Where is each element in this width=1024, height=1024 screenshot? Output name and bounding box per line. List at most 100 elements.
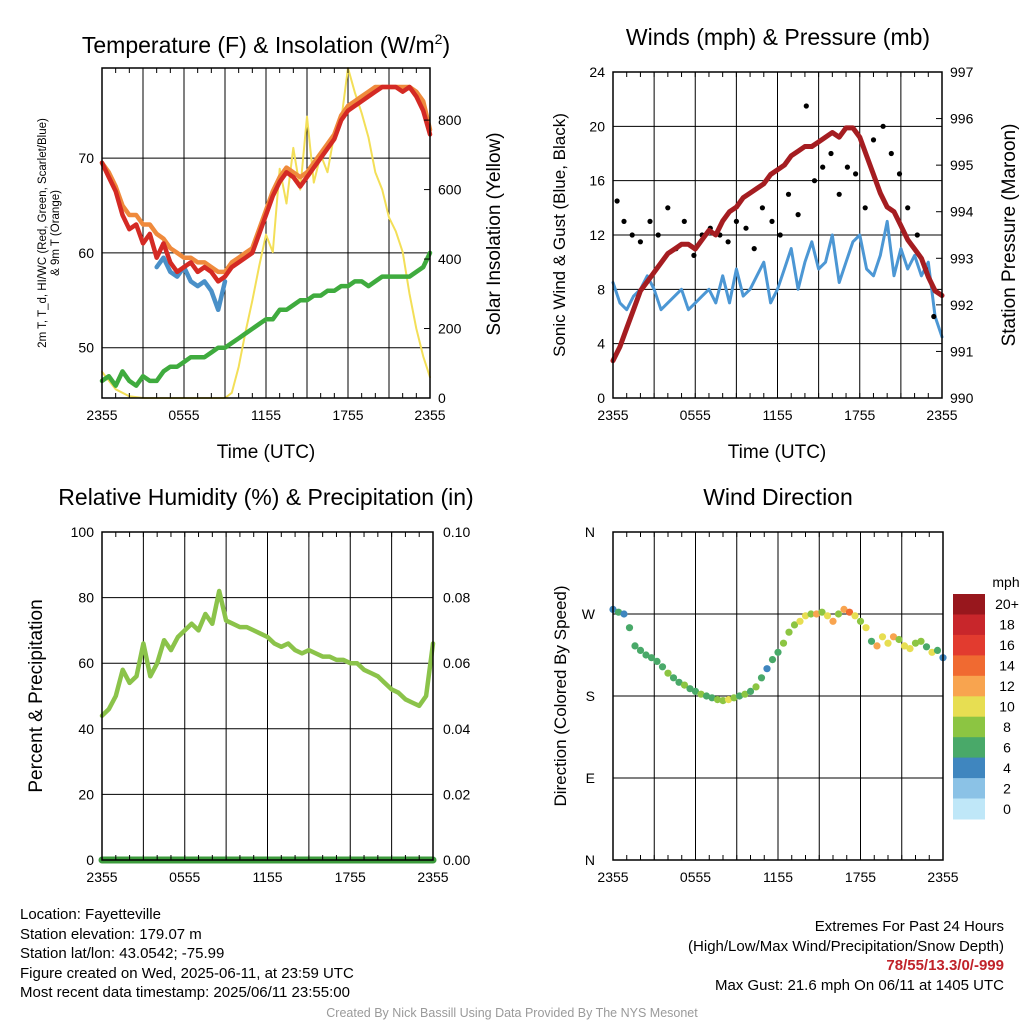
insolation-axis-label: Solar Insolation (Yellow) <box>484 132 505 335</box>
wind-direction-point <box>834 610 843 618</box>
y-right-tick-label: 992 <box>950 297 974 313</box>
wind-direction-point <box>873 642 881 650</box>
extremes-heading: Extremes For Past 24 Hours <box>814 918 1004 935</box>
y-left-tick-label: 4 <box>597 336 605 352</box>
x-tick-label: 1755 <box>844 407 875 423</box>
wind-direction-point <box>735 692 744 700</box>
wind-direction-point <box>642 651 650 659</box>
wind-direction-point <box>691 687 700 696</box>
gust-point <box>880 123 886 129</box>
wind-direction-point <box>680 681 689 689</box>
wind-direction-point <box>812 610 821 618</box>
legend-swatch <box>953 798 985 820</box>
wind-direction-point <box>675 678 683 686</box>
gust-point <box>888 150 894 157</box>
x-tick-label: 2355 <box>597 407 628 423</box>
winds-panel-ticks: 2355 0555 1155 1755 235504812162024990991992… <box>589 64 973 423</box>
wind-direction-point <box>741 690 749 698</box>
wind-direction-point <box>614 608 623 616</box>
legend-label: 18 <box>999 617 1015 633</box>
legend-label: 12 <box>999 678 1015 694</box>
y-right-tick-label: 0.08 <box>443 590 470 606</box>
speed-legend: 20+ 18 16 14 12 10 8 6 4 2 0 <box>953 594 1019 820</box>
legend-label: 8 <box>1003 719 1011 735</box>
x-tick-label: 1755 <box>332 407 363 423</box>
wind-direction-axis-label: Direction (Colored By Speed) <box>551 585 570 806</box>
y-right-tick-label: 0.02 <box>443 786 470 802</box>
x-tick-label: 0555 <box>680 407 711 423</box>
y-left-tick-label: 40 <box>78 721 94 737</box>
wind-direction-point <box>669 674 678 682</box>
x-tick-label: 2355 <box>86 407 117 423</box>
wind-direction-point <box>730 694 738 702</box>
gust-point <box>862 205 868 211</box>
wind-direction-point <box>686 685 694 693</box>
y-left-tick-label: 24 <box>589 64 605 80</box>
figure-created: Figure created on Wed, 2025-06-11, at 23… <box>20 964 354 982</box>
x-tick-label: 1155 <box>252 869 282 885</box>
gust-point <box>681 218 687 224</box>
y-left-tick-label: 0 <box>86 852 94 868</box>
gust-point <box>914 232 920 238</box>
series-line <box>99 250 433 388</box>
x-tick-label: 2355 <box>414 407 445 423</box>
gust-point <box>769 218 775 224</box>
legend-swatch <box>953 757 985 779</box>
humidity-panel-grid <box>102 532 433 860</box>
wind-direction-point <box>917 637 925 645</box>
station-info: Location: Fayetteville Station elevation… <box>20 905 354 1003</box>
gust-point <box>803 103 809 109</box>
wind-direction-point <box>807 610 815 618</box>
y-right-tick-label: 996 <box>950 111 974 127</box>
legend-label: 10 <box>999 699 1015 715</box>
gust-point <box>733 218 740 224</box>
y-left-tick-label: 80 <box>78 590 94 606</box>
y-direction-label: W <box>582 606 596 622</box>
wind-direction-point <box>785 628 793 636</box>
wind-axis-label: Sonic Wind & Gust (Blue, Black) <box>550 113 569 357</box>
gust-point <box>811 178 818 184</box>
gust-point <box>665 205 671 211</box>
y-left-tick-label: 60 <box>78 245 94 261</box>
wind-direction-point <box>620 610 628 618</box>
winds-panel: Winds (mph) & Pressure (mb) 2355 0555 1155… <box>550 24 1020 463</box>
winds-x-axis-label: Time (UTC) <box>728 442 827 463</box>
x-tick-label: 2355 <box>86 869 117 885</box>
wind-direction-point <box>664 669 672 677</box>
wind-direction-point <box>708 694 716 702</box>
station-elevation: Station elevation: 179.07 m <box>20 925 202 943</box>
wind-direction-point <box>895 635 903 644</box>
legend-swatch <box>953 594 985 615</box>
legend-label: 6 <box>1003 739 1011 755</box>
y-right-tick-label: 0.04 <box>443 721 470 737</box>
gust-point <box>655 232 661 238</box>
max-gust: Max Gust: 21.6 mph On 06/11 at 1405 UTC <box>714 976 1004 994</box>
humidity-axis-label: Percent & Precipitation <box>26 599 47 792</box>
y-left-tick-label: 50 <box>78 340 94 356</box>
gust-point <box>777 232 783 238</box>
x-tick-label: 2355 <box>926 407 957 423</box>
y-left-tick-label: 100 <box>71 524 95 540</box>
wind-direction-point <box>713 696 722 704</box>
y-left-tick-label: 16 <box>589 173 605 189</box>
y-right-tick-label: 0.10 <box>443 524 470 540</box>
x-tick-label: 1155 <box>763 869 793 885</box>
temperature-panel: Temperature (F) & Insolation (W/m2) 2355… <box>37 31 505 463</box>
wind-direction-point <box>922 643 931 651</box>
y-left-tick-label: 0 <box>597 390 605 406</box>
x-tick-label: 1155 <box>762 407 792 423</box>
x-tick-label: 2355 <box>927 869 958 885</box>
wind-direction-point <box>647 654 656 662</box>
x-tick-label: 1755 <box>335 869 366 885</box>
y-direction-label: N <box>585 524 595 540</box>
x-tick-label: 1755 <box>845 869 876 885</box>
temperature-left-axis-label-line2: & 9m T (Orange) <box>50 190 62 276</box>
wind-direction-point <box>889 633 898 641</box>
legend-swatch <box>953 696 985 718</box>
y-right-tick-label: 0.00 <box>443 852 470 868</box>
gust-point <box>691 252 697 258</box>
y-left-tick-label: 70 <box>78 150 94 166</box>
wind-direction-point <box>724 696 733 704</box>
